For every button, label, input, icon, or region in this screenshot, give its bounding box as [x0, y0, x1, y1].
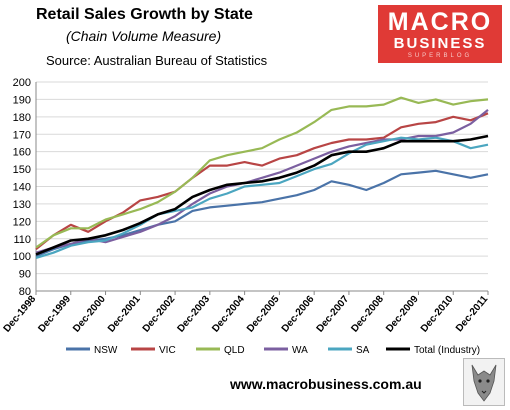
legend-label-total-industry: Total (Industry) — [414, 345, 480, 356]
y-tick-label: 200 — [13, 77, 31, 89]
axes — [35, 82, 489, 295]
x-tick-label: Dec-2006 — [280, 294, 317, 335]
x-tick-label: Dec-2007 — [315, 294, 352, 335]
x-tick-label: Dec-2000 — [71, 294, 108, 335]
wolf-logo-icon — [463, 358, 505, 406]
x-tick-labels: Dec-1998Dec-1999Dec-2000Dec-2001Dec-2002… — [2, 294, 491, 335]
series-line-wa — [35, 109, 489, 254]
series-lines — [35, 96, 489, 259]
logo-line-2: BUSINESS — [393, 35, 487, 52]
line-chart: 80 90 100 110 120 130 140 150 160 170 180 190 200 De… — [2, 77, 491, 356]
legend-label-vic: VIC — [159, 345, 176, 356]
website-url[interactable]: www.macrobusiness.com.au — [230, 376, 422, 392]
x-tick-label: Dec-2004 — [210, 294, 247, 335]
x-tick-label: Dec-2005 — [245, 294, 282, 335]
y-tick-label: 130 — [13, 199, 31, 211]
series-line-nsw — [35, 169, 489, 258]
y-tick-label: 190 — [13, 94, 31, 106]
x-tick-label: Dec-2003 — [175, 294, 212, 335]
chart-title: Retail Sales Growth by State — [36, 6, 253, 23]
chart-subtitle: (Chain Volume Measure) — [66, 28, 222, 44]
series-line-total-industry — [35, 134, 489, 256]
logo-line-3: SUPERBLOG — [407, 53, 473, 59]
legend: NSW VIC QLD WA SA Total (Industry) — [66, 345, 480, 356]
x-tick-label: Dec-1999 — [36, 294, 73, 335]
x-tick-label: Dec-2009 — [384, 294, 421, 335]
legend-label-sa: SA — [356, 345, 370, 356]
x-tick-label: Dec-1998 — [2, 294, 39, 335]
x-tick-label: Dec-2008 — [349, 294, 386, 335]
y-tick-label: 180 — [13, 112, 31, 124]
x-tick-label: Dec-2010 — [419, 294, 456, 335]
series-line-sa — [35, 136, 489, 259]
x-tick-label: Dec-2011 — [454, 294, 491, 335]
macrobusiness-logo: MACRO BUSINESS SUPERBLOG — [378, 5, 502, 63]
legend-label-qld: QLD — [224, 345, 245, 356]
series-line-qld — [35, 96, 489, 249]
x-tick-label: Dec-2001 — [106, 294, 143, 335]
y-tick-label: 120 — [13, 216, 31, 228]
y-tick-labels: 80 90 100 110 120 130 140 150 160 170 180 190 200 — [13, 77, 31, 298]
y-tick-label: 170 — [13, 129, 31, 141]
grid-lines — [36, 81, 488, 292]
y-tick-label: 110 — [13, 234, 31, 246]
y-tick-label: 90 — [19, 269, 31, 281]
legend-label-nsw: NSW — [94, 345, 118, 356]
y-tick-label: 140 — [13, 182, 31, 194]
chart-source: Source: Australian Bureau of Statistics — [46, 53, 268, 68]
y-tick-label: 80 — [19, 286, 31, 298]
legend-label-wa: WA — [292, 345, 308, 356]
y-tick-label: 160 — [13, 147, 31, 159]
y-tick-label: 100 — [13, 251, 31, 263]
y-tick-label: 150 — [13, 164, 31, 176]
x-tick-label: Dec-2002 — [141, 294, 178, 335]
logo-line-1: MACRO — [387, 8, 493, 36]
